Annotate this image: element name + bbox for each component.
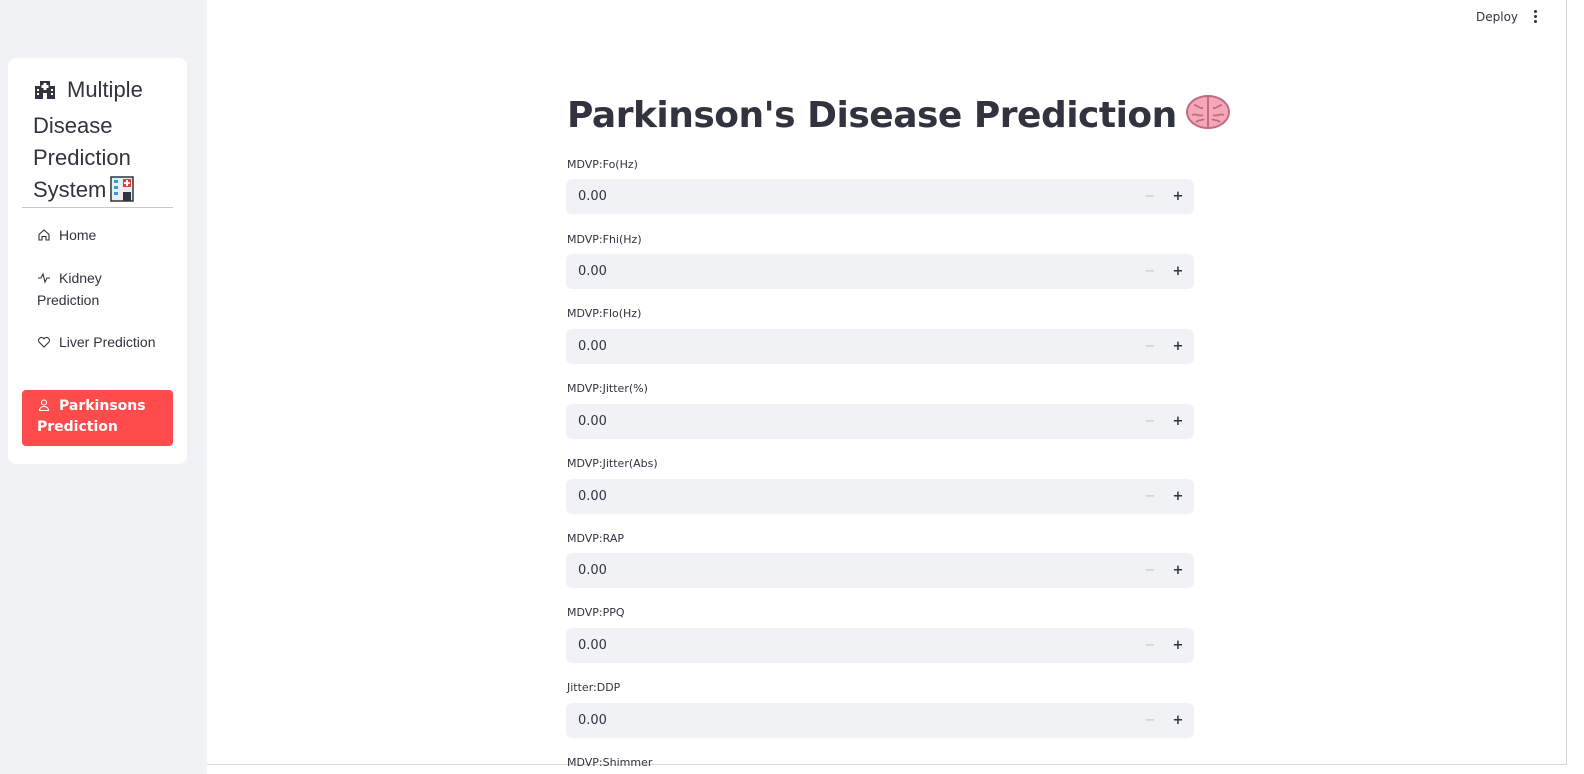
mdvp-jitter-abs-input[interactable]: 0.00 − +	[566, 479, 1194, 514]
increment-button[interactable]: +	[1172, 489, 1184, 504]
input-value[interactable]: 0.00	[578, 563, 607, 578]
increment-button[interactable]: +	[1172, 563, 1184, 578]
sidebar-item-parkinsons-prediction[interactable]: Parkinsons Prediction	[22, 390, 173, 446]
decrement-button[interactable]: −	[1144, 563, 1156, 578]
mdvp-fo-input[interactable]: 0.00 − +	[566, 179, 1194, 214]
input-value[interactable]: 0.00	[578, 638, 607, 653]
field-label-mdvp-rap: MDVP:RAP	[567, 532, 624, 545]
increment-button[interactable]: +	[1172, 638, 1184, 653]
page-title: Parkinson's Disease Prediction	[567, 92, 1231, 144]
person-icon	[37, 398, 51, 412]
mdvp-ppq-input[interactable]: 0.00 − +	[566, 628, 1194, 663]
deploy-button[interactable]: Deploy	[1476, 10, 1519, 24]
hospital-building-icon	[110, 176, 135, 211]
option-menu: Multiple Disease Prediction System	[8, 58, 187, 464]
frame-edge-bottom	[207, 764, 1567, 765]
mdvp-jitter-percent-input[interactable]: 0.00 − +	[566, 404, 1194, 439]
increment-button[interactable]: +	[1172, 414, 1184, 429]
field-label-jitter-ddp: Jitter:DDP	[567, 681, 621, 694]
field-label-mdvp-shimmer: MDVP:Shimmer	[567, 756, 653, 769]
decrement-button[interactable]: −	[1144, 713, 1156, 728]
decrement-button[interactable]: −	[1144, 339, 1156, 354]
decrement-button[interactable]: −	[1144, 414, 1156, 429]
input-value[interactable]: 0.00	[578, 189, 607, 204]
kebab-menu-icon[interactable]	[1527, 8, 1543, 26]
field-label-mdvp-fhi: MDVP:Fhi(Hz)	[567, 233, 642, 246]
sidebar-item-label: Liver Prediction	[59, 334, 156, 350]
sidebar-item-liver-prediction[interactable]: Liver Prediction	[22, 331, 173, 353]
field-label-mdvp-ppq: MDVP:PPQ	[567, 606, 625, 619]
brain-icon	[1185, 93, 1231, 144]
decrement-button[interactable]: −	[1144, 638, 1156, 653]
menu-title: Multiple Disease Prediction System	[33, 74, 183, 211]
sidebar: Multiple Disease Prediction System	[0, 0, 207, 774]
sidebar-item-label: Kidney Prediction	[37, 270, 102, 308]
increment-button[interactable]: +	[1172, 339, 1184, 354]
sidebar-item-label: Home	[59, 227, 97, 243]
hospital-icon	[33, 77, 57, 110]
sidebar-item-home[interactable]: Home	[22, 224, 173, 246]
sidebar-item-label: Parkinsons Prediction	[37, 398, 146, 435]
field-label-mdvp-jitter-percent: MDVP:Jitter(%)	[567, 382, 648, 395]
input-value[interactable]: 0.00	[578, 264, 607, 279]
page-title-text: Parkinson's Disease Prediction	[567, 95, 1177, 136]
mdvp-flo-input[interactable]: 0.00 − +	[566, 329, 1194, 364]
increment-button[interactable]: +	[1172, 713, 1184, 728]
mdvp-fhi-input[interactable]: 0.00 − +	[566, 254, 1194, 289]
menu-divider	[22, 207, 173, 208]
mdvp-rap-input[interactable]: 0.00 − +	[566, 553, 1194, 588]
house-icon	[37, 226, 51, 241]
decrement-button[interactable]: −	[1144, 489, 1156, 504]
input-value[interactable]: 0.00	[578, 713, 607, 728]
decrement-button[interactable]: −	[1144, 189, 1156, 204]
increment-button[interactable]: +	[1172, 264, 1184, 279]
activity-icon	[37, 269, 51, 284]
sidebar-item-kidney-prediction[interactable]: Kidney Prediction	[22, 267, 173, 311]
heart-icon	[37, 333, 51, 348]
input-value[interactable]: 0.00	[578, 489, 607, 504]
field-label-mdvp-jitter-abs: MDVP:Jitter(Abs)	[567, 457, 658, 470]
decrement-button[interactable]: −	[1144, 264, 1156, 279]
frame-edge-right	[1566, 0, 1567, 764]
field-label-mdvp-fo: MDVP:Fo(Hz)	[567, 158, 638, 171]
jitter-ddp-input[interactable]: 0.00 − +	[566, 703, 1194, 738]
field-label-mdvp-flo: MDVP:Flo(Hz)	[567, 307, 642, 320]
input-value[interactable]: 0.00	[578, 414, 607, 429]
input-value[interactable]: 0.00	[578, 339, 607, 354]
increment-button[interactable]: +	[1172, 189, 1184, 204]
menu-title-text: Multiple Disease Prediction System	[33, 77, 143, 202]
